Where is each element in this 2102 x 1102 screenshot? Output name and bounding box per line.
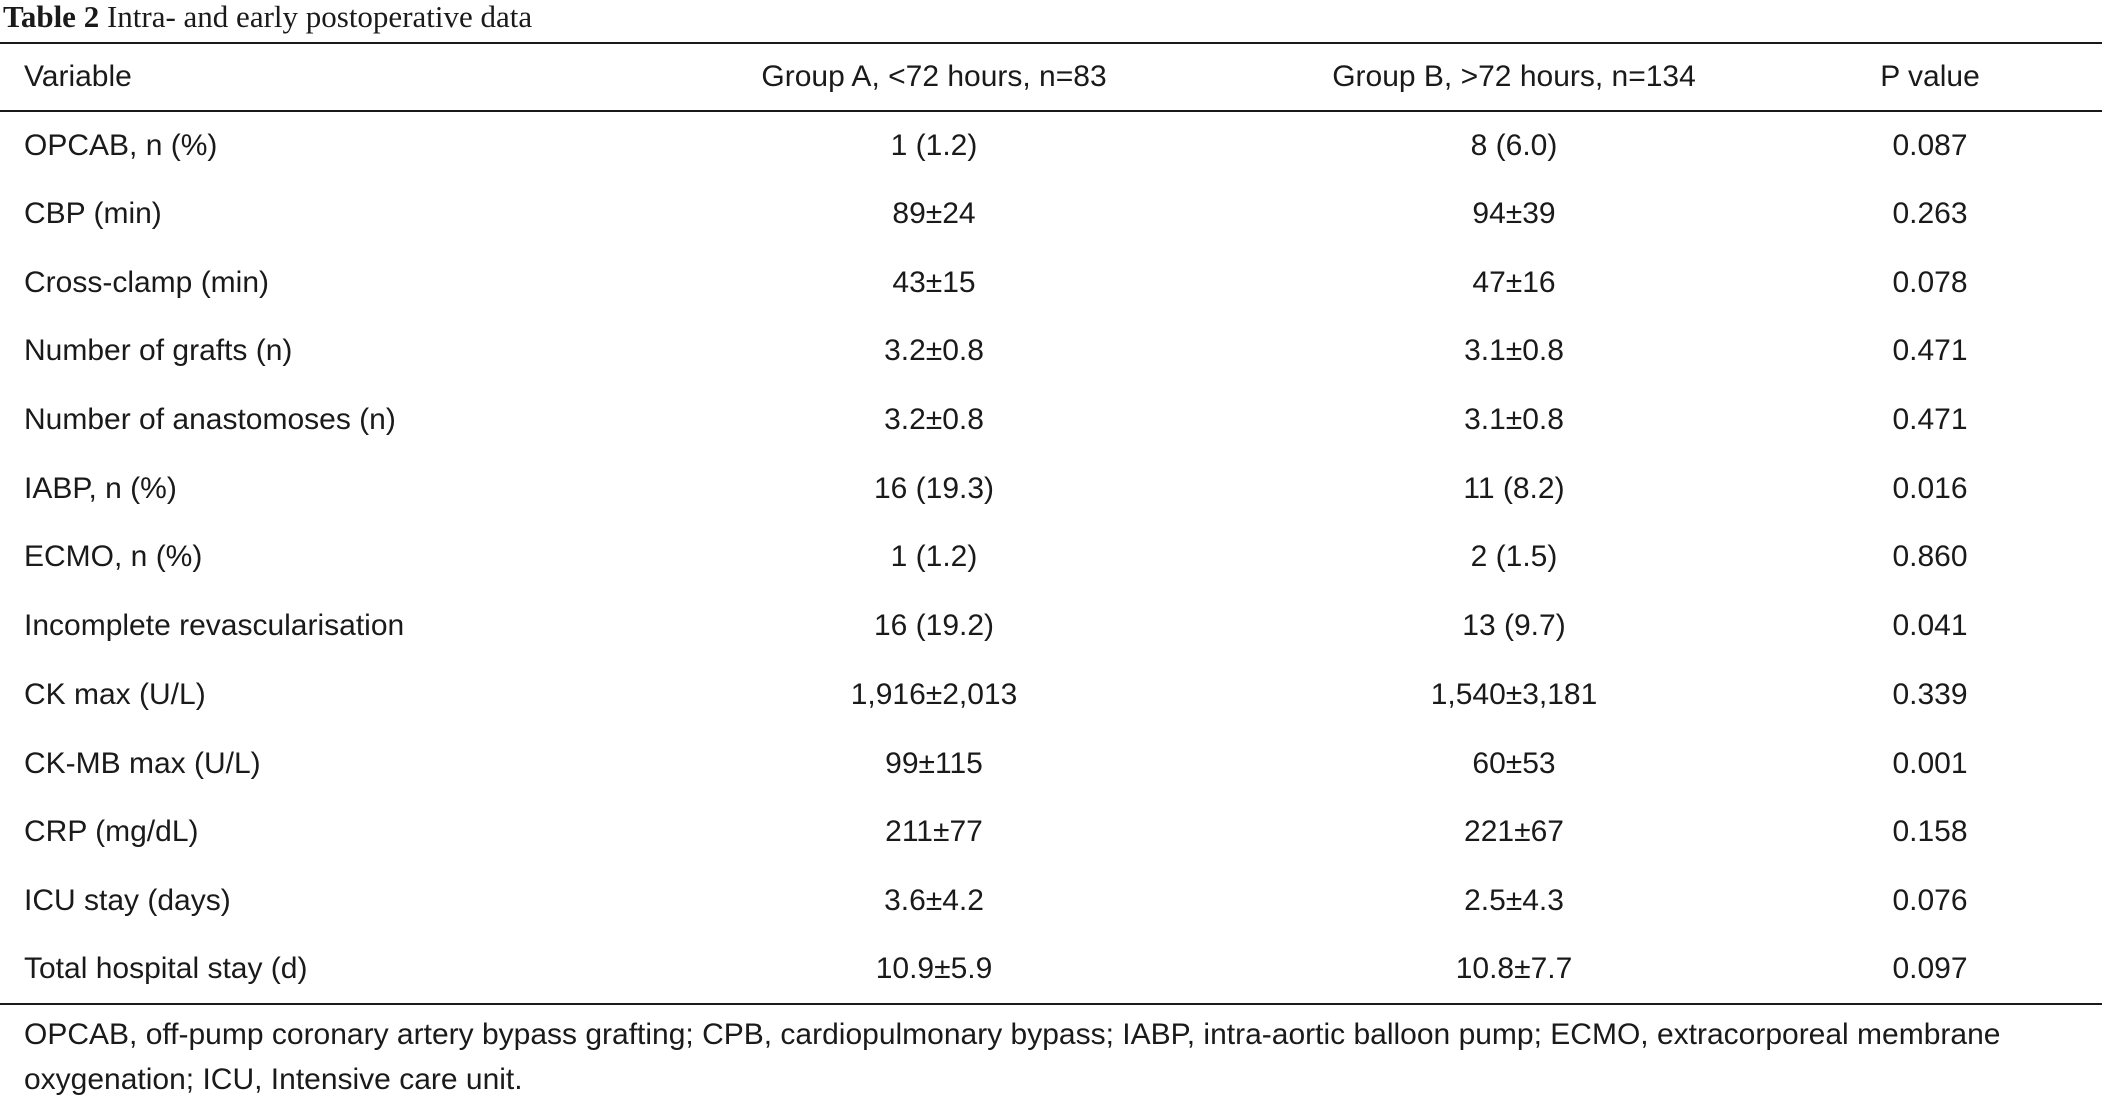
cell-variable: IABP, n (%)	[24, 471, 177, 505]
cell-variable: Number of grafts (n)	[24, 334, 293, 368]
cell-variable: ECMO, n (%)	[24, 540, 203, 574]
cell-p-value: 0.076	[1892, 883, 1968, 917]
cell-group-a: 16 (19.3)	[873, 471, 995, 505]
table-row: CBP (min) 89±24 94±39 0.263	[0, 180, 2102, 249]
cell-p-value: 0.097	[1804, 935, 2102, 1005]
cell-p-value: 0.158	[1892, 815, 1968, 849]
table-row: ECMO, n (%) 1 (1.2) 2 (1.5) 0.860	[0, 523, 2102, 592]
cell-group-a: 89±24	[892, 197, 976, 231]
cell-group-b: 1,540±3,181	[1430, 677, 1598, 711]
table-row: IABP, n (%) 16 (19.3) 11 (8.2) 0.016	[0, 454, 2102, 523]
cell-group-b: 3.1±0.8	[1464, 403, 1564, 437]
table-row: CK max (U/L) 1,916±2,013 1,540±3,181 0.3…	[0, 661, 2102, 730]
table-row: Total hospital stay (d) 10.9±5.9 10.8±7.…	[0, 935, 2102, 1005]
table-body: OPCAB, n (%) 1 (1.2) 8 (6.0) 0.087 CBP (…	[0, 111, 2102, 1005]
cell-p-value: 0.016	[1892, 471, 1968, 505]
cell-variable: CBP (min)	[24, 197, 162, 231]
header-row: Variable Group A, <72 hours, n=83 Group …	[0, 42, 2102, 112]
cell-variable: Incomplete revascularisation	[24, 609, 405, 643]
cell-group-a: 1 (1.2)	[890, 540, 978, 574]
table-row: Number of anastomoses (n) 3.2±0.8 3.1±0.…	[0, 386, 2102, 455]
cell-variable: ICU stay (days)	[24, 883, 231, 917]
table-number: Table 2	[3, 0, 100, 34]
cell-group-b: 2.5±4.3	[1464, 883, 1564, 917]
cell-group-a: 1 (1.2)	[890, 128, 978, 162]
cell-variable: CK-MB max (U/L)	[24, 746, 261, 780]
cell-variable: OPCAB, n (%)	[24, 128, 218, 162]
cell-p-value: 0.860	[1892, 540, 1968, 574]
cell-group-a: 3.6±4.2	[884, 883, 984, 917]
cell-p-value: 0.471	[1892, 334, 1968, 368]
table-row: Incomplete revascularisation 16 (19.2) 1…	[0, 592, 2102, 661]
header-group-b: Group B, >72 hours, n=134	[1224, 42, 1804, 112]
table-row: CRP (mg/dL) 211±77 221±67 0.158	[0, 798, 2102, 867]
header-group-a: Group A, <72 hours, n=83	[644, 42, 1224, 112]
cell-group-b: 2 (1.5)	[1470, 540, 1558, 574]
cell-p-value: 0.471	[1892, 403, 1968, 437]
cell-p-value: 0.001	[1892, 746, 1968, 780]
cell-variable: Total hospital stay (d)	[0, 935, 644, 1005]
cell-group-a: 16 (19.2)	[873, 609, 995, 643]
table-row: CK-MB max (U/L) 99±115 60±53 0.001	[0, 729, 2102, 798]
cell-variable: Number of anastomoses (n)	[24, 403, 396, 437]
cell-group-a: 1,916±2,013	[850, 677, 1018, 711]
cell-p-value: 0.078	[1892, 265, 1968, 299]
table-footnote: OPCAB, off-pump coronary artery bypass g…	[24, 1018, 2001, 1096]
cell-group-a: 3.2±0.8	[884, 403, 984, 437]
cell-variable: Cross-clamp (min)	[24, 265, 270, 299]
cell-variable: CK max (U/L)	[24, 677, 206, 711]
table-row: OPCAB, n (%) 1 (1.2) 8 (6.0) 0.087	[0, 111, 2102, 180]
cell-group-b: 11 (8.2)	[1463, 471, 1565, 505]
cell-group-a: 99±115	[885, 746, 983, 780]
header-variable: Variable	[0, 42, 644, 112]
cell-group-b: 13 (9.7)	[1462, 609, 1566, 643]
table-title: Intra- and early postoperative data	[106, 0, 533, 34]
data-table: Variable Group A, <72 hours, n=83 Group …	[0, 42, 2102, 1005]
data-table-container: Variable Group A, <72 hours, n=83 Group …	[0, 42, 2102, 1005]
cell-group-b: 221±67	[1464, 815, 1564, 849]
cell-p-value: 0.087	[1892, 128, 1968, 162]
cell-group-b: 10.8±7.7	[1224, 935, 1804, 1005]
cell-group-a: 10.9±5.9	[644, 935, 1224, 1005]
table-row: ICU stay (days) 3.6±4.2 2.5±4.3 0.076	[0, 867, 2102, 936]
cell-group-b: 47±16	[1472, 265, 1556, 299]
cell-variable: CRP (mg/dL)	[24, 815, 199, 849]
cell-group-b: 60±53	[1472, 746, 1556, 780]
cell-group-b: 94±39	[1472, 197, 1556, 231]
table-row: Number of grafts (n) 3.2±0.8 3.1±0.8 0.4…	[0, 317, 2102, 386]
table-header: Variable Group A, <72 hours, n=83 Group …	[0, 42, 2102, 112]
cell-p-value: 0.041	[1892, 609, 1968, 643]
header-p-value: P value	[1804, 42, 2102, 112]
cell-group-b: 3.1±0.8	[1464, 334, 1564, 368]
cell-group-a: 211±77	[885, 815, 983, 849]
cell-p-value: 0.339	[1892, 677, 1968, 711]
cell-p-value: 0.263	[1892, 197, 1968, 231]
cell-group-b: 8 (6.0)	[1470, 128, 1558, 162]
table-caption: Table 2 Intra- and early postoperative d…	[3, 0, 532, 40]
cell-group-a: 43±15	[892, 265, 976, 299]
table-row: Cross-clamp (min) 43±15 47±16 0.078	[0, 248, 2102, 317]
cell-group-a: 3.2±0.8	[884, 334, 984, 368]
